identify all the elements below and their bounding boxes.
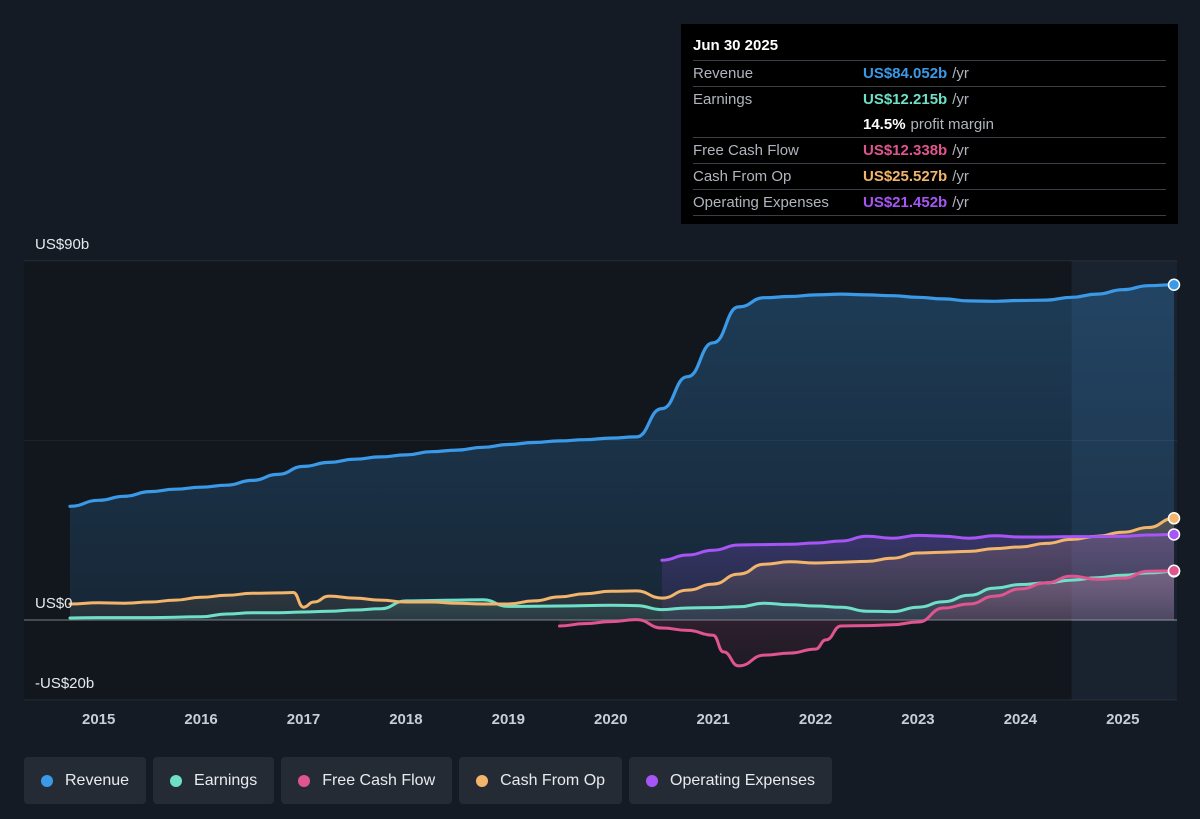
y-tick-label: US$90b	[35, 236, 89, 253]
line-operating-expenses	[660, 532, 1176, 562]
line-revenue	[68, 283, 1176, 508]
x-axis-labels: 2015 2016 2017 2018 2019 2020 2021 2022 2023 2024…	[82, 711, 1139, 728]
legend-dot-icon	[646, 774, 659, 787]
x-tick-label: 2024	[1004, 711, 1038, 728]
legend-dot-icon	[476, 774, 489, 787]
x-tick-label: 2016	[184, 711, 217, 728]
tooltip-row-value: 14.5%	[863, 116, 906, 133]
legend-item-operating-expenses[interactable]: Operating Expenses	[629, 757, 833, 804]
tooltip-row-value: US$21.452b	[863, 194, 948, 211]
x-tick-label: 2025	[1106, 711, 1139, 728]
data-tooltip: Jun 30 2025 Revenue US$84.052b/yr Earnings…	[681, 24, 1178, 224]
legend-label: Operating Expenses	[670, 771, 816, 789]
tooltip-row-label	[693, 112, 863, 137]
tooltip-row-unit: /yr	[952, 91, 969, 108]
tooltip-row: Cash From Op US$25.527b/yr	[693, 163, 1166, 189]
tooltip-row: 14.5% profit margin	[693, 112, 1166, 137]
legend-dot-icon	[298, 774, 311, 787]
x-tick-label: 2022	[799, 711, 832, 728]
tooltip-row-value: US$84.052b	[863, 65, 948, 82]
y-axis-labels: US$90b US$0 -US$20b	[35, 236, 94, 692]
tooltip-row-unit: /yr	[952, 142, 969, 159]
tooltip-date: Jun 30 2025	[693, 37, 779, 54]
tooltip-row-value: US$12.338b	[863, 142, 948, 159]
end-marker-operating-expenses	[1167, 528, 1181, 541]
tooltip-row-unit: profit margin	[910, 116, 994, 133]
tooltip-row-label: Free Cash Flow	[693, 142, 799, 159]
legend-dot-icon	[41, 774, 53, 787]
area-operating-expenses	[661, 534, 1174, 620]
end-marker-revenue	[1167, 278, 1181, 291]
tooltip-row-label: Operating Expenses	[693, 194, 829, 211]
legend-label: Free Cash Flow	[322, 771, 436, 789]
tooltip-row-label: Earnings	[693, 91, 753, 108]
series-lines	[68, 283, 1176, 668]
tooltip-row: Earnings US$12.215b/yr	[693, 86, 1166, 112]
legend-label: Revenue	[65, 771, 130, 789]
line-earnings	[68, 569, 1176, 620]
legend-item-cash-from-op[interactable]: Cash From Op	[459, 757, 623, 804]
tooltip-row-value: US$12.215b	[863, 91, 948, 108]
x-tick-label: 2021	[696, 711, 729, 728]
tooltip-row-label: Cash From Op	[693, 168, 792, 185]
tooltip-row: Free Cash Flow US$12.338b/yr	[693, 137, 1166, 163]
x-tick-label: 2018	[389, 711, 422, 728]
x-tick-label: 2023	[901, 711, 934, 728]
tooltip-row-value: US$25.527b	[863, 168, 948, 185]
legend-item-free-cash-flow[interactable]: Free Cash Flow	[281, 757, 453, 804]
x-tick-label: 2017	[287, 711, 320, 728]
legend-item-revenue[interactable]: Revenue	[24, 757, 147, 804]
x-tick-label: 2020	[594, 711, 627, 728]
end-marker-free-cash-flow	[1167, 564, 1181, 578]
x-tick-label: 2019	[492, 711, 525, 728]
x-tick-label: 2015	[82, 711, 115, 728]
legend-label: Cash From Op	[500, 771, 606, 789]
legend-label: Earnings	[194, 771, 258, 789]
y-tick-label: US$0	[35, 595, 73, 612]
tooltip-row-unit: /yr	[952, 65, 969, 82]
series-end-markers	[1167, 278, 1181, 578]
series-areas	[70, 284, 1174, 666]
tooltip-row: Revenue US$84.052b/yr	[693, 60, 1166, 86]
chart-legend: Revenue Earnings Free Cash Flow Cash From O…	[24, 757, 833, 804]
end-marker-cash-from-op	[1167, 512, 1181, 525]
y-tick-label: -US$20b	[35, 675, 94, 692]
tooltip-row-label: Revenue	[693, 65, 754, 82]
tooltip-row-unit: /yr	[952, 194, 969, 211]
legend-item-earnings[interactable]: Earnings	[153, 757, 275, 804]
line-cash-from-op	[68, 516, 1176, 609]
tooltip-row-unit: /yr	[952, 168, 969, 185]
tooltip-row: Operating Expenses US$21.452b/yr	[693, 189, 1166, 216]
legend-dot-icon	[170, 774, 183, 787]
line-free-cash-flow	[558, 569, 1176, 668]
area-revenue	[70, 284, 1174, 620]
